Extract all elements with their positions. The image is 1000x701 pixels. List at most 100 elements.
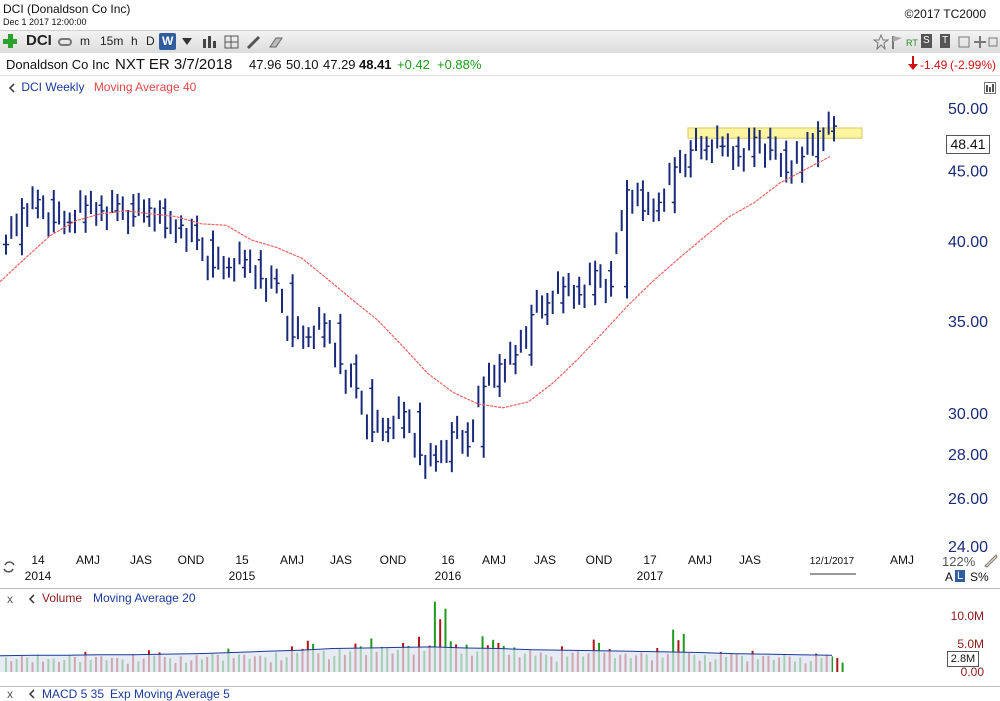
ruler-icon[interactable] bbox=[984, 554, 998, 568]
time-axis-label: 16 bbox=[441, 553, 455, 567]
collapse-chevron-icon[interactable] bbox=[28, 594, 36, 604]
collapse-chevron-icon[interactable] bbox=[28, 689, 36, 699]
chart-toolbar: DCI m 15m h D W RT S T bbox=[0, 30, 1000, 54]
company-name: Donaldson Co Inc bbox=[6, 57, 110, 72]
price-tick-label: 50.00 bbox=[948, 101, 988, 118]
pencil-icon[interactable] bbox=[246, 34, 262, 50]
volume-chart[interactable]: 10.0M 5.0M 0.00 bbox=[0, 600, 1000, 686]
time-axis-label: JAS bbox=[739, 553, 761, 567]
volume-ma-fill bbox=[0, 646, 832, 672]
macd-title[interactable]: MACD 5 35 bbox=[42, 687, 105, 701]
daily-change-percent: (-2.99%) bbox=[950, 58, 997, 72]
time-axis-label: AMJ bbox=[280, 553, 304, 567]
legend-indicator[interactable]: Moving Average 40 bbox=[93, 80, 197, 94]
time-axis-label: AMJ bbox=[890, 553, 914, 567]
arrow-down-icon bbox=[908, 56, 918, 70]
moving-average-line bbox=[0, 156, 831, 409]
add-symbol-icon[interactable] bbox=[3, 34, 17, 48]
zoom-level[interactable]: 122% bbox=[942, 554, 976, 569]
time-axis-year: 2016 bbox=[435, 569, 462, 583]
volume-ma-line bbox=[0, 646, 833, 657]
interval-minute[interactable]: m bbox=[80, 34, 90, 48]
refresh-icon[interactable] bbox=[2, 560, 16, 574]
next-earnings: NXT ER 3/7/2018 bbox=[115, 56, 233, 73]
volume-tick-label: 0.00 bbox=[961, 665, 985, 679]
quote-change: +0.42 bbox=[397, 57, 430, 72]
percent-scale-button[interactable]: S% bbox=[970, 570, 989, 584]
time-axis-label: AMJ bbox=[482, 553, 506, 567]
quote-high: 50.10 bbox=[286, 57, 319, 72]
time-axis-label: 14 bbox=[31, 553, 45, 567]
time-axis-label: AMJ bbox=[688, 553, 712, 567]
price-tick-label: 28.00 bbox=[948, 447, 988, 464]
auto-scale-button[interactable]: A bbox=[945, 570, 954, 584]
quote-bar: Donaldson Co Inc NXT ER 3/7/2018 47.96 5… bbox=[0, 53, 1000, 76]
chart-legend: DCI Weekly Moving Average 40 bbox=[8, 80, 196, 94]
price-bars bbox=[3, 111, 837, 479]
move-icon[interactable] bbox=[974, 35, 986, 49]
window-restore-icon[interactable] bbox=[988, 36, 998, 48]
time-axis-year: 2014 bbox=[25, 569, 52, 583]
chart-datetime: Dec 1 2017 12:00:00 bbox=[3, 17, 87, 27]
quote-close: 48.41 bbox=[359, 57, 392, 72]
interval-hour[interactable]: h bbox=[131, 34, 138, 48]
collapse-chevron-icon[interactable] bbox=[8, 83, 16, 93]
quote-change-percent: +0.88% bbox=[437, 57, 482, 72]
macd-indicator[interactable]: Exp Moving Average 5 bbox=[110, 687, 230, 701]
interval-15-minute[interactable]: 15m bbox=[100, 34, 124, 48]
interval-week[interactable]: W bbox=[159, 33, 177, 50]
panel-divider bbox=[0, 686, 1000, 687]
time-axis-label: AMJ bbox=[76, 553, 100, 567]
price-chart[interactable]: 50.00 45.00 40.00 35.00 30.00 28.00 26.00 24.00 bbox=[0, 95, 1000, 555]
legend-series[interactable]: DCI Weekly bbox=[21, 80, 85, 94]
realtime-toggle[interactable]: RT bbox=[906, 38, 918, 48]
current-price-label: 48.41 bbox=[946, 135, 990, 154]
star-icon[interactable] bbox=[873, 34, 889, 50]
time-axis-year: 2015 bbox=[229, 569, 256, 583]
time-axis-label: JAS bbox=[534, 553, 556, 567]
time-axis-year: 2017 bbox=[637, 569, 664, 583]
window-title: DCI (Donaldson Co Inc) bbox=[3, 2, 131, 16]
chart-settings-icon[interactable] bbox=[984, 82, 996, 94]
volume-close-button[interactable]: x bbox=[7, 592, 13, 606]
time-axis-label: JAS bbox=[330, 553, 352, 567]
link-icon[interactable] bbox=[58, 35, 72, 48]
time-axis-label: 15 bbox=[235, 553, 249, 567]
log-scale-button[interactable]: L bbox=[955, 570, 966, 582]
time-axis-label: OND bbox=[586, 553, 613, 567]
time-axis-label: JAS bbox=[130, 553, 152, 567]
trade-button[interactable]: T bbox=[940, 34, 951, 48]
price-tick-label: 45.00 bbox=[948, 164, 988, 181]
volume-title[interactable]: Volume bbox=[42, 591, 83, 605]
bar-chart-icon[interactable] bbox=[202, 35, 218, 49]
grid-icon[interactable] bbox=[224, 35, 240, 49]
title-bar: DCI (Donaldson Co Inc) Dec 1 2017 12:00:… bbox=[0, 0, 1000, 30]
time-axis-label: 17 bbox=[643, 553, 657, 567]
eraser-icon[interactable] bbox=[268, 35, 284, 49]
quote-low: 47.29 bbox=[323, 57, 356, 72]
volume-indicator[interactable]: Moving Average 20 bbox=[93, 591, 196, 605]
volume-tick-label: 5.0M bbox=[957, 637, 984, 651]
flag-icon[interactable] bbox=[890, 34, 904, 50]
scan-button[interactable]: S bbox=[921, 34, 932, 48]
time-axis-label: OND bbox=[380, 553, 407, 567]
quote-open: 47.96 bbox=[249, 57, 282, 72]
symbol-field[interactable]: DCI bbox=[26, 32, 52, 49]
price-tick-label: 24.00 bbox=[948, 539, 988, 555]
daily-change: -1.49 bbox=[920, 58, 948, 72]
time-axis-label: 12/1/2017 bbox=[810, 556, 855, 567]
macd-close-button[interactable]: x bbox=[7, 687, 13, 701]
current-volume-label: 2.8M bbox=[947, 651, 979, 667]
panel-divider bbox=[0, 588, 1000, 589]
time-axis: 14 2014 AMJ JAS OND 15 2015 AMJ JAS OND 16 2016 AMJ J… bbox=[25, 553, 914, 583]
price-tick-label: 35.00 bbox=[948, 314, 988, 331]
volume-tick-label: 10.0M bbox=[951, 609, 984, 623]
chevron-down-icon[interactable] bbox=[182, 38, 192, 46]
window-icon[interactable] bbox=[958, 36, 970, 48]
interval-day[interactable]: D bbox=[146, 34, 155, 48]
copyright: ©2017 TC2000 bbox=[904, 7, 986, 21]
time-axis-label: OND bbox=[178, 553, 205, 567]
price-tick-label: 30.00 bbox=[948, 406, 988, 423]
price-tick-label: 26.00 bbox=[948, 491, 988, 508]
price-tick-label: 40.00 bbox=[948, 234, 988, 251]
